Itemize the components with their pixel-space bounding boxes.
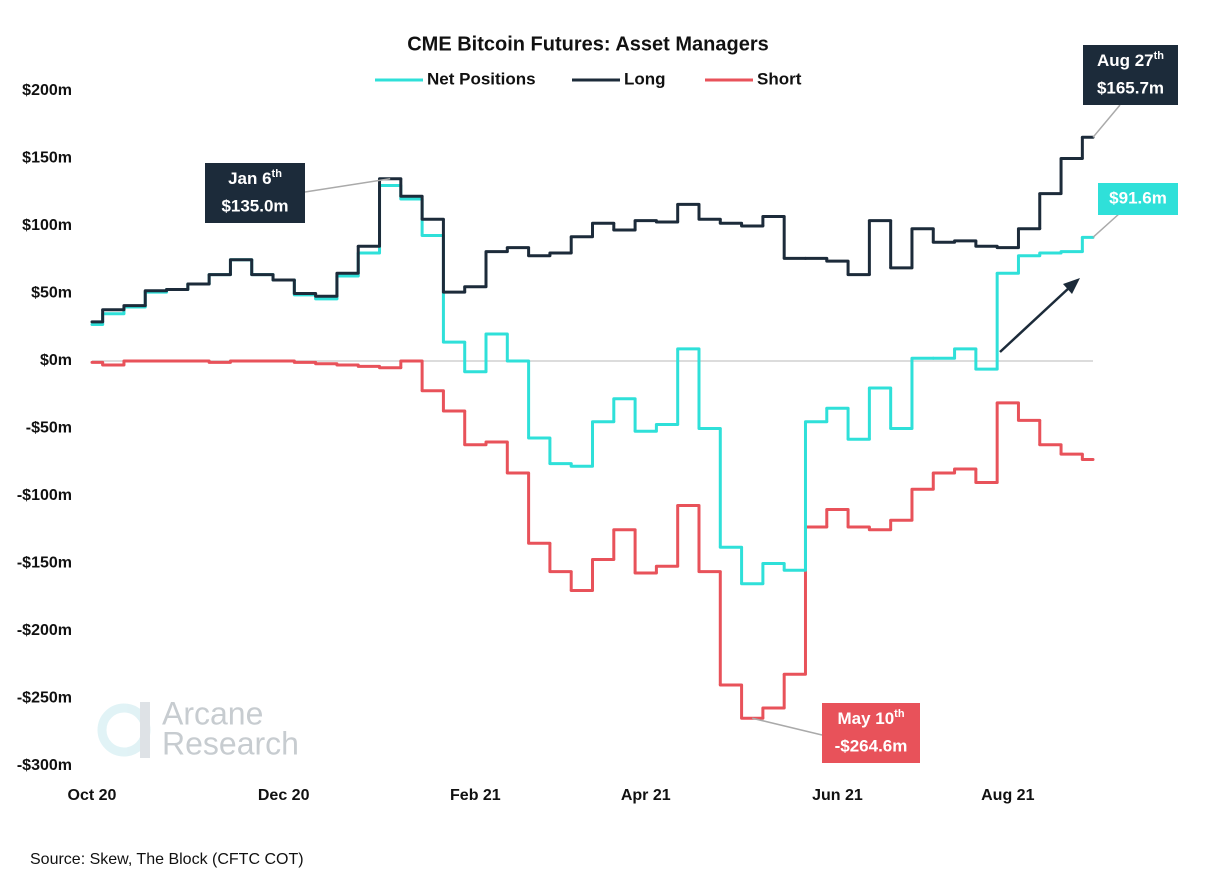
annotation-date-sup: th	[1154, 50, 1165, 62]
data-label: $91.6m	[1109, 188, 1167, 207]
annotation-leader	[304, 178, 391, 193]
watermark-text: Arcane	[162, 695, 263, 731]
series	[90, 135, 1095, 324]
y-tick-label: $150m	[22, 150, 72, 167]
x-tick-label: Apr 21	[621, 787, 671, 804]
legend-item: Net Positions	[375, 69, 536, 88]
x-tick-label: Feb 21	[450, 787, 501, 804]
legend-label: Net Positions	[427, 69, 536, 88]
annotation-leader	[1092, 212, 1121, 238]
legend-label: Short	[757, 69, 802, 88]
y-tick-label: $100m	[22, 217, 72, 234]
annotation: May 10th -$264.6m	[752, 703, 920, 763]
series	[90, 359, 1095, 720]
data-label: -$264.6m	[835, 736, 908, 755]
y-tick-label: $200m	[22, 82, 72, 99]
annotation-date-sup: th	[894, 708, 905, 720]
annotation-date: Jan 6th	[228, 168, 282, 189]
source: Source: Skew, The Block (CFTC COT)	[30, 851, 304, 868]
annotation-leader	[1092, 104, 1121, 138]
y-tick-label: -$100m	[17, 487, 72, 504]
arrow-shaft	[999, 286, 1071, 353]
annotation-date-text: May 10	[837, 709, 894, 728]
legend-item: Short	[705, 69, 802, 88]
y-tick-label: $50m	[31, 285, 72, 302]
x-tick-label: Aug 21	[981, 787, 1034, 804]
annotation-box	[1098, 183, 1178, 215]
arrow-head	[1063, 278, 1080, 294]
data-label: $165.7m	[1097, 78, 1164, 97]
y-tick-label: -$150m	[17, 555, 72, 572]
watermark-logo	[140, 702, 150, 758]
annotation-date-text: Jan 6	[228, 169, 271, 188]
y-tick-label: -$200m	[17, 622, 72, 639]
trend-arrow	[999, 278, 1080, 353]
annotation-box	[822, 703, 920, 763]
x-tick-label: Dec 20	[258, 787, 310, 804]
annotation-date-text: Aug 27	[1097, 51, 1154, 70]
annotation-box	[1083, 45, 1178, 105]
watermark: Arcane Research	[97, 695, 299, 761]
legend-label: Long	[624, 69, 666, 88]
y-tick-label: -$250m	[17, 690, 72, 707]
watermark-logo	[97, 703, 151, 757]
annotation-date: Aug 27th	[1097, 50, 1164, 71]
x-tick-label: Jun 21	[812, 787, 863, 804]
annotation: $91.6m	[1092, 183, 1178, 238]
annotation-box	[205, 163, 305, 223]
y-tick-label: -$300m	[17, 757, 72, 774]
y-tick-label: -$50m	[26, 420, 72, 437]
annotation: Aug 27th $165.7m	[1083, 45, 1178, 138]
x-tick-label: Oct 20	[68, 787, 117, 804]
annotation: Jan 6th $135.0m	[205, 163, 391, 223]
legend-item: Long	[572, 69, 666, 88]
series	[90, 184, 1095, 586]
data-label: $135.0m	[221, 196, 288, 215]
y-tick-label: $0m	[40, 352, 72, 369]
annotation-date: May 10th	[837, 708, 904, 729]
annotation-leader	[752, 717, 823, 736]
watermark-text: Research	[162, 725, 299, 761]
annotation-date-sup: th	[272, 168, 283, 180]
chart-title: CME Bitcoin Futures: Asset Managers	[407, 33, 769, 55]
